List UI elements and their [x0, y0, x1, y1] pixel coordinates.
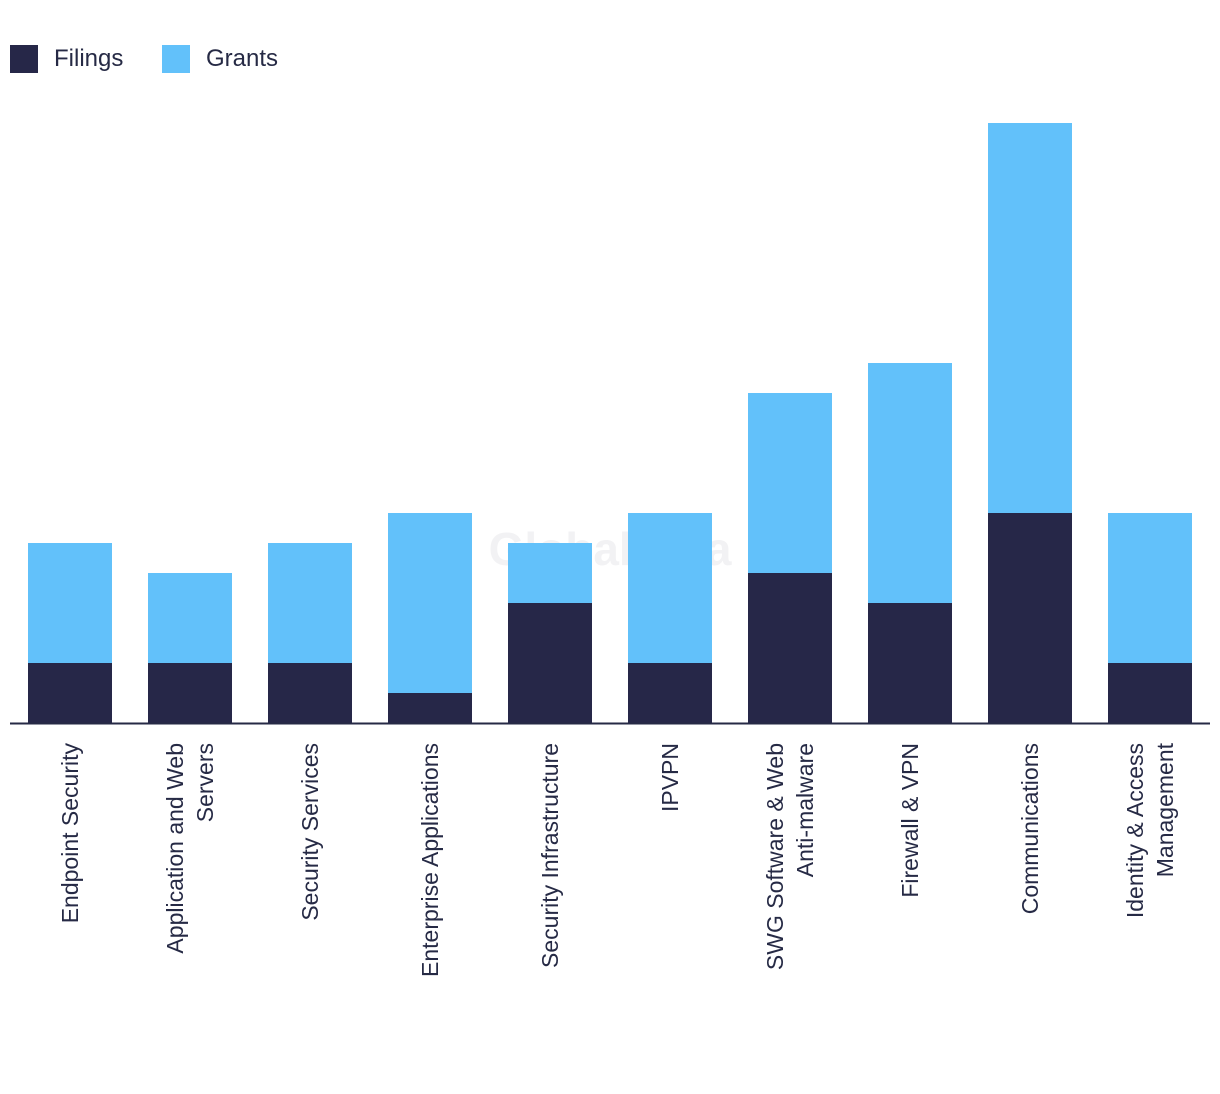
x-tick-label-line: Identity & Access: [1122, 743, 1148, 918]
x-tick-label-security-services: Security Services: [297, 743, 323, 921]
x-tick-label-application-and-web-servers: Application and Web Servers: [162, 743, 218, 954]
bar-filings-ipvpn: [628, 663, 712, 723]
x-tick-label-endpoint-security: Endpoint Security: [57, 743, 83, 924]
bar-filings-security-services: [268, 663, 352, 723]
x-tick-label-line: Servers: [192, 743, 218, 822]
bar-filings-security-infrastructure: [508, 603, 592, 723]
x-tick-label-line: Communications: [1017, 743, 1043, 914]
bar-filings-enterprise-applications: [388, 693, 472, 723]
bar-filings-firewall-and-vpn: [868, 603, 952, 723]
x-tick-label-line: Security Services: [297, 743, 323, 921]
legend-swatch-filings: [10, 45, 38, 73]
bar-grants-enterprise-applications: [388, 513, 472, 693]
x-tick-label-communications: Communications: [1017, 743, 1043, 914]
bar-grants-security-services: [268, 543, 352, 663]
x-tick-label-line: Anti-malware: [792, 743, 818, 877]
legend-label-filings: Filings: [54, 45, 123, 72]
legend-swatch-grants: [162, 45, 190, 73]
bar-grants-ipvpn: [628, 513, 712, 663]
bar-grants-application-and-web-servers: [148, 573, 232, 663]
bars-layer: [28, 123, 1192, 723]
x-tick-label-line: Management: [1152, 742, 1178, 877]
x-tick-label-enterprise-applications: Enterprise Applications: [417, 743, 443, 977]
legend-label-grants: Grants: [206, 45, 278, 72]
bar-grants-swg-software-and-web-anti-malware: [748, 393, 832, 573]
x-tick-label-line: Endpoint Security: [57, 743, 83, 924]
x-tick-label-line: Application and Web: [162, 743, 188, 954]
x-tick-label-line: Security Infrastructure: [537, 743, 563, 968]
bar-filings-application-and-web-servers: [148, 663, 232, 723]
x-tick-label-identity-and-access-management: Identity & Access Management: [1122, 742, 1178, 918]
bar-filings-communications: [988, 513, 1072, 723]
x-tick-label-security-infrastructure: Security Infrastructure: [537, 743, 563, 968]
legend: Filings Grants: [10, 45, 278, 73]
bar-grants-communications: [988, 123, 1072, 513]
x-tick-label-ipvpn: IPVPN: [657, 743, 683, 812]
x-tick-label-line: IPVPN: [657, 743, 683, 812]
bar-grants-identity-and-access-management: [1108, 513, 1192, 663]
x-tick-label-firewall-and-vpn: Firewall & VPN: [897, 743, 923, 898]
bar-filings-identity-and-access-management: [1108, 663, 1192, 723]
x-tick-labels: Endpoint Security Application and Web Serv…: [57, 742, 1178, 977]
x-tick-label-line: Enterprise Applications: [417, 743, 443, 977]
bar-grants-security-infrastructure: [508, 543, 592, 603]
bar-filings-endpoint-security: [28, 663, 112, 723]
bar-filings-swg-software-and-web-anti-malware: [748, 573, 832, 723]
bar-grants-firewall-and-vpn: [868, 363, 952, 603]
x-tick-label-swg-software-and-web-anti-malware: SWG Software & Web Anti-malware: [762, 743, 818, 970]
x-tick-label-line: SWG Software & Web: [762, 743, 788, 970]
bar-grants-endpoint-security: [28, 543, 112, 663]
x-tick-label-line: Firewall & VPN: [897, 743, 923, 898]
